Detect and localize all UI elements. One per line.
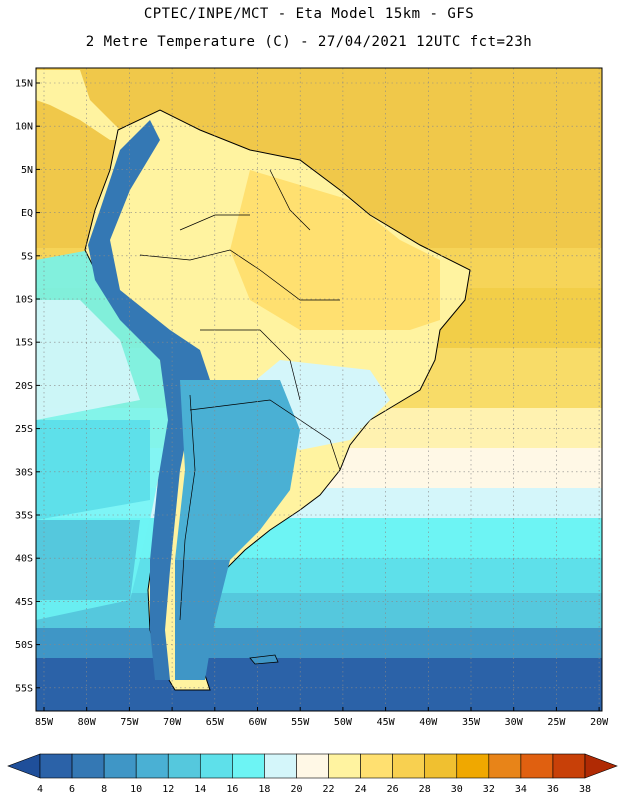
colorbar-box [296, 753, 329, 779]
lat-label: 20S [15, 381, 33, 392]
gridlines [36, 68, 602, 711]
colorbar-box [167, 753, 201, 779]
colorbar-box [71, 753, 105, 779]
amazon-warm-zone [230, 170, 440, 340]
lon-label: 45W [377, 717, 396, 728]
pacific-14-zone [36, 420, 150, 520]
colorbar-label: 18 [258, 784, 270, 795]
colorbar-label: 24 [355, 784, 367, 795]
colorbar-box [199, 753, 233, 779]
colorbar-label: 30 [451, 784, 463, 795]
colorbar-label: 20 [290, 784, 302, 795]
lon-label: 20W [590, 717, 609, 728]
lon-label: 25W [547, 717, 566, 728]
lat-label: 50S [15, 640, 33, 651]
colorbar-label: 22 [323, 784, 335, 795]
colorbar-box [232, 753, 265, 779]
lat-label: 40S [15, 554, 33, 565]
colorbar-box [103, 753, 137, 779]
colorbar-arrow-right [584, 753, 618, 779]
central-brazil-zone [290, 330, 430, 400]
lon-label: 35W [462, 717, 481, 728]
colorbar-box [360, 753, 393, 779]
lat-label: EQ [21, 208, 33, 219]
lat-label: 45S [15, 597, 33, 608]
colorbar-label: 4 [37, 784, 43, 795]
colorbar-label: 32 [483, 784, 495, 795]
lat-label: 55S [15, 683, 33, 694]
lon-label: 40W [419, 717, 438, 728]
colorbar-label: 36 [547, 784, 559, 795]
band-12 [36, 593, 602, 628]
pacific-mild-zone [36, 300, 140, 420]
colorbar-box [264, 753, 297, 779]
colorbar-label: 28 [419, 784, 431, 795]
title-line-1: CPTEC/INPE/MCT - Eta Model 15km - GFS [143, 6, 475, 22]
colorbar-box [488, 753, 522, 779]
lon-label: 55W [291, 717, 310, 728]
lat-label: 10S [15, 295, 33, 306]
lon-label: 65W [206, 717, 225, 728]
lon-label: 60W [248, 717, 267, 728]
colorbar-box [135, 753, 169, 779]
colorbar-label: 12 [162, 784, 174, 795]
colorbar-box [392, 753, 426, 779]
lat-label: 35S [15, 511, 33, 522]
title-line-2: 2 Metre Temperature (C) - 27/04/2021 12U… [85, 34, 533, 50]
colorbar-label: 6 [69, 784, 75, 795]
lat-label: 15S [15, 338, 33, 349]
lat-label: 30S [15, 467, 33, 478]
colorbar-box [424, 753, 458, 779]
colorbar-label: 8 [101, 784, 107, 795]
pacific-12-zone [36, 520, 140, 600]
lon-label: 50W [334, 717, 353, 728]
colorbar-label: 16 [226, 784, 238, 795]
lat-label: 25S [15, 424, 33, 435]
falkland-islands [249, 654, 279, 665]
band-10 [36, 628, 602, 658]
colorbar-box [39, 753, 73, 779]
lat-label: 15N [15, 79, 33, 90]
lon-label: 75W [120, 717, 139, 728]
band-6 [36, 658, 602, 711]
colorbar-box [520, 753, 554, 779]
lat-label: 5S [21, 251, 33, 262]
colorbar: 4 6 8 10 12 14 16 18 20 22 24 26 28 30 32 34 36 38 [7, 753, 618, 795]
patagonia-cold-zone [175, 560, 230, 680]
map-field [36, 68, 602, 711]
colorbar-label: 34 [515, 784, 527, 795]
lat-label: 10N [15, 122, 33, 133]
lon-label: 30W [505, 717, 524, 728]
colorbar-label: 26 [387, 784, 399, 795]
latitude-labels: 15N 10N 5N EQ 5S 10S 15S 20S 25S 30S 35S 40S 45S 50S 5… [15, 79, 40, 694]
lon-label: 70W [163, 717, 182, 728]
central-america-land [36, 70, 150, 140]
lon-label: 85W [35, 717, 54, 728]
colorbar-box [552, 753, 586, 779]
lon-label: 80W [78, 717, 97, 728]
longitude-labels: 85W 80W 75W 70W 65W 60W 55W 50W 45W 40W 35W 30W 25W 2… [35, 707, 609, 728]
lat-label: 5N [21, 165, 33, 176]
colorbar-label: 14 [194, 784, 206, 795]
colorbar-box [328, 753, 361, 779]
colorbar-arrow-left [7, 753, 41, 779]
map-frame [35, 67, 603, 712]
colorbar-label: 10 [130, 784, 142, 795]
colorbar-box [456, 753, 490, 779]
colorbar-label: 38 [579, 784, 591, 795]
